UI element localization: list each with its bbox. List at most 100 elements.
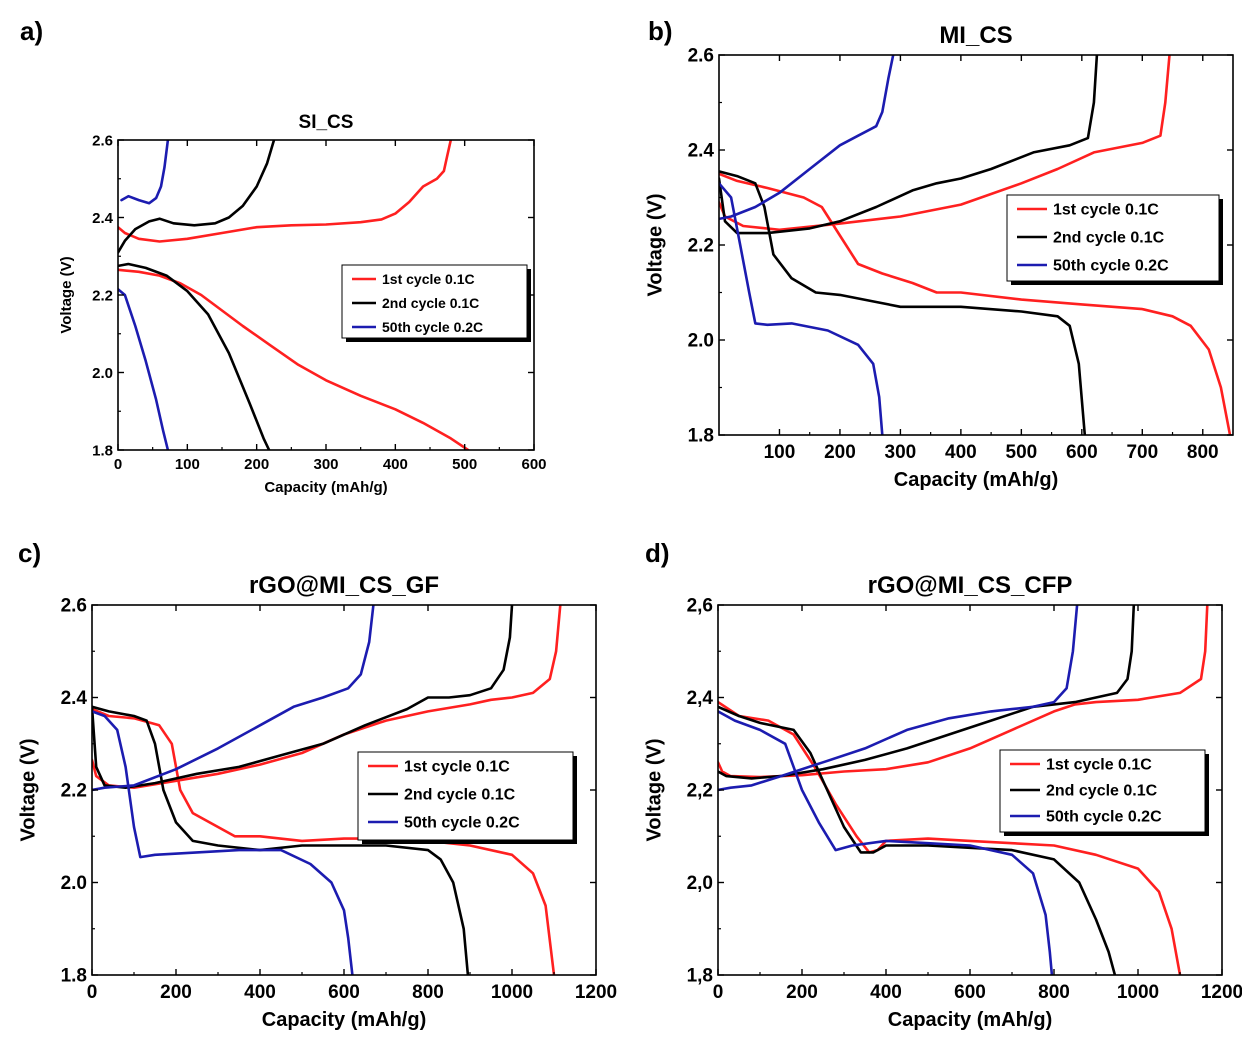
y-tick-label: 2.4 <box>61 688 88 709</box>
series-3-charge-line <box>92 605 375 792</box>
series-2-discharge-line <box>118 262 271 450</box>
y-tick-label: 2,0 <box>687 873 713 894</box>
legend: 1st cycle 0.1C 2nd cycle 0.1C 50th cycle 0… <box>341 264 531 342</box>
y-tick-label: 2,6 <box>687 596 713 617</box>
panel-label: a) <box>20 16 43 46</box>
panel-label: b) <box>648 16 673 46</box>
series-1-discharge-line <box>719 172 1232 435</box>
chart-panel-4: d) rGO@MI_CS_CFP 0 200 400 600 800 1000 1200 1,8 2… <box>644 538 1242 1031</box>
x-tick-label: 800 <box>412 982 444 1003</box>
x-tick-label: 1000 <box>1117 982 1159 1003</box>
x-tick-label: 400 <box>870 982 902 1003</box>
y-tick-label: 2.4 <box>688 141 715 162</box>
series-3-discharge-line <box>118 287 170 450</box>
x-tick-label: 200 <box>786 982 818 1003</box>
legend: 1st cycle 0.1C 2nd cycle 0.1C 50th cycle 0… <box>999 749 1209 836</box>
legend-label-1: 1st cycle 0.1C <box>1053 202 1159 219</box>
chart-title: rGO@MI_CS_CFP <box>868 572 1073 599</box>
x-tick-label: 0 <box>713 982 724 1003</box>
y-tick-label: 2.2 <box>688 236 714 257</box>
series-2-discharge-line <box>92 705 470 975</box>
legend-label-2: 2nd cycle 0.1C <box>1046 783 1158 800</box>
x-tick-label: 0 <box>87 982 98 1003</box>
x-tick-label: 500 <box>452 456 477 473</box>
x-tick-label: 100 <box>764 442 796 463</box>
y-tick-label: 1.8 <box>688 426 714 447</box>
x-tick-label: 200 <box>824 442 856 463</box>
y-axis-label: Voltage (V) <box>58 256 75 333</box>
series-2-charge-line <box>718 605 1136 780</box>
legend-label-3: 50th cycle 0.2C <box>404 815 520 832</box>
chart-panel-3: c) rGO@MI_CS_GF 0 200 400 600 800 1000 1200 1.8 2.… <box>18 538 618 1031</box>
y-tick-label: 2.6 <box>92 132 113 149</box>
legend-label-2: 2nd cycle 0.1C <box>404 787 516 804</box>
series-2-discharge-line <box>718 705 1117 975</box>
y-tick-label: 2.0 <box>688 331 714 352</box>
x-tick-label: 800 <box>1187 442 1219 463</box>
x-tick-label: 200 <box>160 982 192 1003</box>
legend-label-2: 2nd cycle 0.1C <box>382 295 479 311</box>
series-1-charge-line <box>719 55 1171 232</box>
legend-label-1: 1st cycle 0.1C <box>1046 757 1152 774</box>
x-tick-label: 300 <box>313 456 338 473</box>
x-tick-label: 200 <box>244 456 269 473</box>
legend-label-1: 1st cycle 0.1C <box>382 271 475 287</box>
y-tick-label: 2,2 <box>687 781 713 802</box>
y-axis-label: Voltage (V) <box>645 194 667 297</box>
x-tick-label: 1200 <box>1201 982 1242 1003</box>
y-tick-label: 2,4 <box>687 688 714 709</box>
y-axis-label: Voltage (V) <box>18 739 40 842</box>
chart-title: SI_CS <box>299 112 354 133</box>
series-2-charge-line <box>118 140 276 254</box>
x-tick-label: 700 <box>1126 442 1158 463</box>
x-tick-label: 600 <box>521 456 546 473</box>
legend-label-3: 50th cycle 0.2C <box>1046 809 1162 826</box>
x-tick-label: 800 <box>1038 982 1070 1003</box>
y-tick-label: 1,8 <box>687 966 713 987</box>
chart-panel-1: a) SI_CS 0 100 200 300 400 500 600 1.8 2.0 2.2 2.4 2.… <box>20 16 547 496</box>
series-3-charge-line <box>719 55 895 221</box>
y-axis-label: Voltage (V) <box>644 739 666 842</box>
y-tick-label: 2.4 <box>92 210 114 227</box>
x-tick-label: 1000 <box>491 982 533 1003</box>
x-tick-label: 600 <box>954 982 986 1003</box>
series-3-discharge-line <box>718 710 1054 975</box>
legend-label-1: 1st cycle 0.1C <box>404 759 510 776</box>
legend: 1st cycle 0.1C 2nd cycle 0.1C 50th cycle 0… <box>1006 194 1223 285</box>
x-tick-label: 500 <box>1006 442 1038 463</box>
y-tick-label: 1.8 <box>92 442 113 459</box>
legend-label-3: 50th cycle 0.2C <box>382 319 483 335</box>
series-1-charge-line <box>118 140 453 243</box>
y-tick-label: 1.8 <box>61 966 87 987</box>
series-1-discharge-line <box>118 268 470 450</box>
legend: 1st cycle 0.1C 2nd cycle 0.1C 50th cycle 0… <box>357 751 577 844</box>
series-1-discharge-line <box>92 707 556 975</box>
x-tick-label: 400 <box>383 456 408 473</box>
series-2-discharge-line <box>719 170 1087 435</box>
x-tick-label: 600 <box>1066 442 1098 463</box>
series-2-charge-line <box>719 55 1099 235</box>
series-3-charge-line <box>718 605 1079 792</box>
y-tick-label: 2.2 <box>92 287 113 304</box>
y-tick-label: 2.2 <box>61 781 87 802</box>
panel-label: c) <box>18 538 41 568</box>
x-axis-label: Capacity (mAh/g) <box>264 479 387 496</box>
y-tick-label: 2.6 <box>688 46 714 67</box>
x-tick-label: 300 <box>885 442 917 463</box>
legend-label-3: 50th cycle 0.2C <box>1053 258 1169 275</box>
y-tick-label: 2.0 <box>92 365 113 382</box>
x-tick-label: 1200 <box>575 982 617 1003</box>
x-tick-label: 600 <box>328 982 360 1003</box>
series-3-discharge-line <box>719 182 884 435</box>
x-axis-label: Capacity (mAh/g) <box>894 469 1058 491</box>
y-tick-label: 2.0 <box>61 873 87 894</box>
legend-label-2: 2nd cycle 0.1C <box>1053 230 1165 247</box>
x-axis-label: Capacity (mAh/g) <box>262 1009 426 1031</box>
chart-title: MI_CS <box>939 22 1012 49</box>
chart-panel-2: b) MI_CS 100 200 300 400 500 600 700 800 1.8 2.0 2.2… <box>645 16 1234 491</box>
x-tick-label: 100 <box>175 456 200 473</box>
chart-title: rGO@MI_CS_GF <box>249 572 439 599</box>
x-tick-label: 400 <box>945 442 977 463</box>
x-axis-label: Capacity (mAh/g) <box>888 1009 1052 1031</box>
